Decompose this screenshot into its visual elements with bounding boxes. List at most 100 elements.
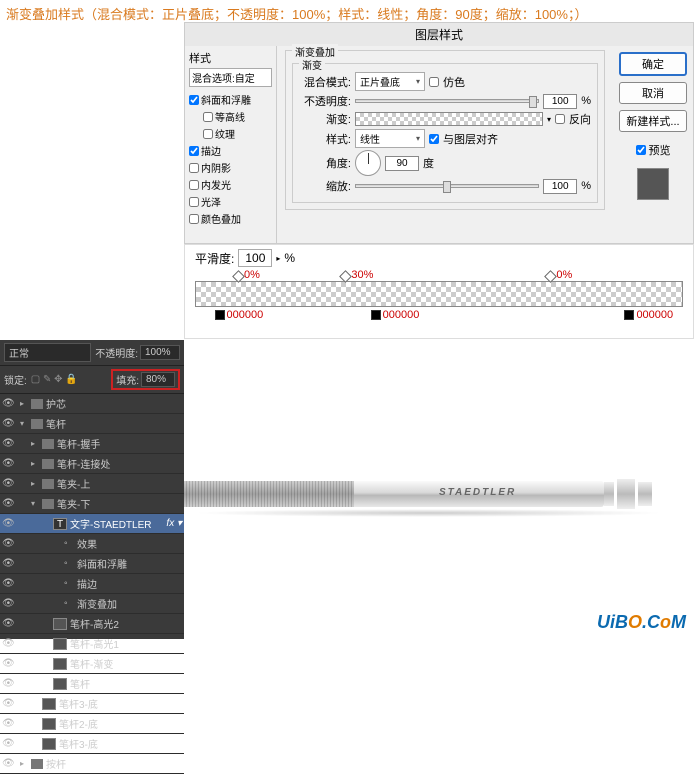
visibility-icon[interactable]: 👁: [2, 638, 14, 649]
visibility-icon[interactable]: 👁: [2, 398, 14, 409]
opacity-input[interactable]: 100: [543, 94, 577, 109]
visibility-icon[interactable]: 👁: [2, 498, 14, 509]
preview-checkbox[interactable]: [636, 145, 646, 155]
layer-row[interactable]: 👁◦效果: [0, 534, 184, 554]
contour-checkbox[interactable]: [203, 112, 213, 122]
visibility-icon[interactable]: 👁: [2, 598, 14, 609]
smoothness-input[interactable]: 100: [238, 249, 272, 267]
visibility-icon[interactable]: 👁: [2, 658, 14, 669]
inner-glow-checkbox[interactable]: [189, 180, 199, 190]
layers-panel: 正常 不透明度:100% 锁定: ▢ ✎ ✥ 🔒 填充: 80% 👁▸护芯👁▾笔…: [0, 340, 184, 639]
inner-shadow-label[interactable]: 内阴影: [201, 160, 231, 175]
layer-row[interactable]: 👁笔杆: [0, 674, 184, 694]
visibility-icon[interactable]: 👁: [2, 738, 14, 749]
visibility-icon[interactable]: 👁: [2, 478, 14, 489]
visibility-icon[interactable]: 👁: [2, 558, 14, 569]
satin-checkbox[interactable]: [189, 197, 199, 207]
bevel-label[interactable]: 斜面和浮雕: [201, 92, 251, 107]
texture-label[interactable]: 纹理: [215, 126, 235, 141]
blend-mode-label: 混合模式:: [299, 74, 351, 90]
opacity-stop[interactable]: 30%: [341, 269, 373, 281]
preview-swatch: [637, 168, 669, 200]
visibility-icon[interactable]: 👁: [2, 518, 14, 529]
stroke-label[interactable]: 描边: [201, 143, 221, 158]
color-overlay-label[interactable]: 颜色叠加: [201, 211, 241, 226]
opacity-label: 不透明度:: [299, 93, 351, 109]
layer-row[interactable]: 👁▸笔夹-上: [0, 474, 184, 494]
satin-label[interactable]: 光泽: [201, 194, 221, 209]
reverse-label: 反向: [569, 111, 591, 127]
blend-mode-combo[interactable]: 正常: [4, 343, 91, 362]
gradient-picker[interactable]: [355, 112, 543, 126]
layer-row[interactable]: 👁▸护芯: [0, 394, 184, 414]
opacity-slider[interactable]: [355, 99, 539, 103]
layer-row[interactable]: 👁笔杆3-底: [0, 734, 184, 754]
visibility-icon[interactable]: 👁: [2, 618, 14, 629]
angle-input[interactable]: 90: [385, 156, 419, 171]
inner-glow-label[interactable]: 内发光: [201, 177, 231, 192]
deg-label: 度: [423, 155, 434, 171]
layer-row[interactable]: 👁▾笔夹-下: [0, 494, 184, 514]
color-overlay-checkbox[interactable]: [189, 214, 199, 224]
color-stop[interactable]: 000000: [624, 309, 673, 321]
contour-label[interactable]: 等高线: [215, 109, 245, 124]
gradient-editor: 平滑度: 100 ▸ % 0%30%0% 000000000000000000: [184, 244, 694, 339]
scale-label: 缩放:: [299, 178, 351, 194]
layer-row[interactable]: 👁▸按杆: [0, 754, 184, 774]
gradient-overlay-group: 渐变叠加 渐变 混合模式: 正片叠底 仿色 不透明度: 100 %: [285, 50, 605, 210]
fill-input[interactable]: 80%: [141, 372, 175, 387]
blend-options-combo[interactable]: 混合选项:自定: [189, 68, 272, 87]
style-select[interactable]: 线性: [355, 129, 425, 148]
layer-row[interactable]: 👁笔杆-高光1: [0, 634, 184, 654]
angle-dial[interactable]: [355, 150, 381, 176]
pct-label-2: %: [581, 180, 591, 192]
layer-row[interactable]: 👁◦渐变叠加: [0, 594, 184, 614]
visibility-icon[interactable]: 👁: [2, 458, 14, 469]
panel-opacity-input[interactable]: 100%: [140, 345, 180, 360]
visibility-icon[interactable]: 👁: [2, 698, 14, 709]
layer-row[interactable]: 👁笔杆-渐变: [0, 654, 184, 674]
layer-row[interactable]: 👁笔杆-高光2: [0, 614, 184, 634]
layer-row[interactable]: 👁笔杆2-底: [0, 714, 184, 734]
layer-row[interactable]: 👁▾笔杆: [0, 414, 184, 434]
gradient-bar[interactable]: [195, 281, 683, 307]
pencil-illustration: STAEDTLER: [184, 469, 700, 519]
dither-checkbox[interactable]: [429, 77, 439, 87]
opacity-stop[interactable]: 0%: [546, 269, 572, 281]
color-stop[interactable]: 000000: [371, 309, 420, 321]
blend-mode-select[interactable]: 正片叠底: [355, 72, 425, 91]
smoothness-label: 平滑度:: [195, 250, 234, 267]
visibility-icon[interactable]: 👁: [2, 678, 14, 689]
opacity-stop[interactable]: 0%: [234, 269, 260, 281]
scale-slider[interactable]: [355, 184, 539, 188]
scale-input[interactable]: 100: [543, 179, 577, 194]
visibility-icon[interactable]: 👁: [2, 438, 14, 449]
visibility-icon[interactable]: 👁: [2, 718, 14, 729]
layer-row[interactable]: 👁▸笔杆-握手: [0, 434, 184, 454]
panel-opacity-label: 不透明度:: [95, 345, 138, 360]
new-style-button[interactable]: 新建样式...: [619, 110, 687, 132]
lock-icons[interactable]: ▢ ✎ ✥ 🔒: [31, 374, 78, 385]
bevel-checkbox[interactable]: [189, 95, 199, 105]
visibility-icon[interactable]: 👁: [2, 418, 14, 429]
layer-row[interactable]: 👁◦斜面和浮雕: [0, 554, 184, 574]
dialog-title: 图层样式: [185, 23, 693, 46]
stroke-checkbox[interactable]: [189, 146, 199, 156]
align-label: 与图层对齐: [443, 131, 498, 147]
visibility-icon[interactable]: 👁: [2, 538, 14, 549]
pct-label: %: [581, 95, 591, 107]
reverse-checkbox[interactable]: [555, 114, 565, 124]
layer-row[interactable]: 👁T文字-STAEDTLERfx ▾: [0, 514, 184, 534]
styles-list-panel: 样式 混合选项:自定 斜面和浮雕 等高线 纹理 描边 内阴影 内发光 光泽 颜色…: [185, 46, 277, 244]
visibility-icon[interactable]: 👁: [2, 758, 14, 769]
color-stop[interactable]: 000000: [215, 309, 264, 321]
layer-row[interactable]: 👁◦描边: [0, 574, 184, 594]
ok-button[interactable]: 确定: [619, 52, 687, 76]
align-checkbox[interactable]: [429, 134, 439, 144]
visibility-icon[interactable]: 👁: [2, 578, 14, 589]
layer-row[interactable]: 👁笔杆3-底: [0, 694, 184, 714]
cancel-button[interactable]: 取消: [619, 82, 687, 104]
layer-row[interactable]: 👁▸笔杆-连接处: [0, 454, 184, 474]
inner-shadow-checkbox[interactable]: [189, 163, 199, 173]
texture-checkbox[interactable]: [203, 129, 213, 139]
